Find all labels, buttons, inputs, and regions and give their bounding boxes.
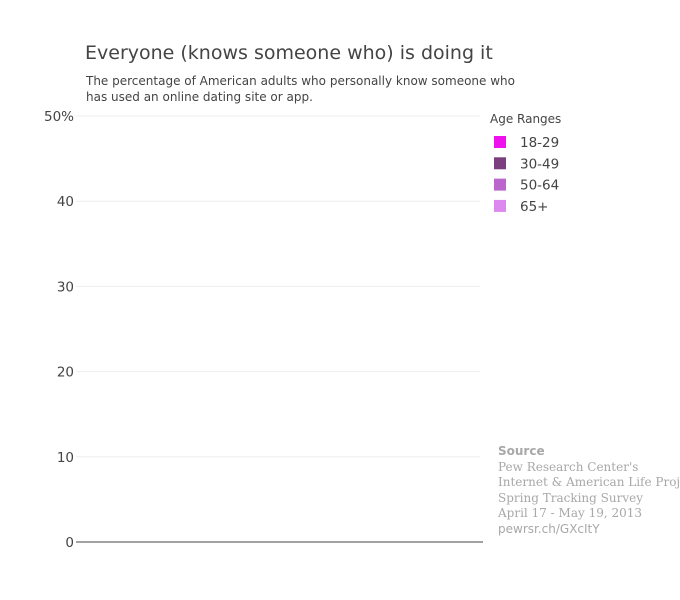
- legend-label: 18-29: [520, 135, 559, 151]
- legend-swatch: [494, 136, 506, 148]
- legend-swatch: [494, 157, 506, 170]
- source-line-2: Internet & American Life Project: [498, 475, 680, 489]
- legend-swatch: [494, 199, 506, 212]
- y-tick-label: 50%: [44, 109, 74, 125]
- y-axis-ticks: 0 10 20 30 40 50%: [44, 109, 74, 551]
- y-tick-label: 30: [57, 279, 74, 295]
- source-line-4: April 17 - May 19, 2013: [497, 506, 642, 520]
- legend-item[interactable]: 50-64: [494, 178, 559, 194]
- gridlines: [76, 115, 480, 458]
- chart-subtitle-line-1: The percentage of American adults who pe…: [85, 74, 515, 88]
- y-tick-label: 20: [57, 365, 74, 381]
- legend-label: 30-49: [520, 156, 559, 172]
- legend-title: Age Ranges: [490, 112, 561, 126]
- source-link[interactable]: pewrsr.ch/GXcItY: [498, 522, 600, 536]
- legend-item[interactable]: 30-49: [494, 156, 559, 172]
- source-line-1: Pew Research Center's: [498, 460, 638, 474]
- legend-swatch: [494, 178, 506, 191]
- source-heading: Source: [498, 444, 545, 458]
- legend-label: 65+: [520, 199, 549, 215]
- legend-item[interactable]: 65+: [494, 199, 549, 215]
- y-tick-label: 0: [65, 535, 74, 551]
- legend: 18-29 30-49 50-64 65+: [494, 135, 559, 215]
- legend-label: 50-64: [520, 178, 559, 194]
- y-tick-label: 10: [57, 450, 74, 466]
- legend-item[interactable]: 18-29: [494, 135, 559, 151]
- chart-title: Everyone (knows someone who) is doing it: [85, 42, 493, 64]
- y-tick-label: 40: [57, 194, 74, 210]
- chart-subtitle-line-2: has used an online dating site or app.: [86, 90, 313, 104]
- source-line-3: Spring Tracking Survey: [498, 491, 643, 505]
